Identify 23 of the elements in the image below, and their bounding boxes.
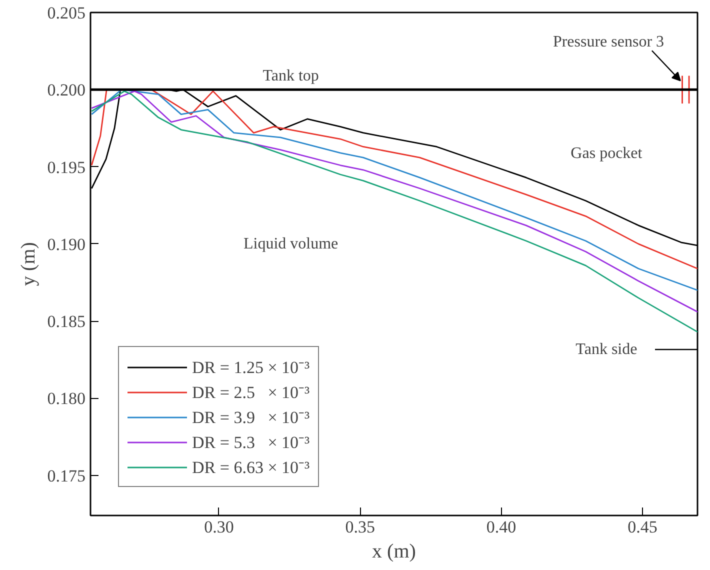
x-tick-label: 0.40 (486, 518, 516, 536)
x-tick-label: 0.35 (345, 518, 375, 536)
annotation: Liquid volume (243, 235, 338, 252)
y-tick-label: 0.205 (47, 4, 86, 22)
annotation: Gas pocket (570, 144, 643, 162)
y-tick-label: 0.180 (47, 389, 86, 408)
y-axis-title: y (m) (17, 242, 40, 286)
y-tick-label: 0.200 (47, 80, 86, 100)
y-tick-label: 0.195 (47, 158, 86, 177)
annotation: Pressure sensor 3 (552, 34, 664, 51)
x-tick-label: 0.45 (628, 518, 658, 536)
legend-label: DR = 5.3 × 10⁻³ (192, 432, 310, 453)
legend-label: DR = 6.63 × 10⁻³ (192, 457, 310, 478)
legend-label: DR = 1.25 × 10⁻³ (192, 357, 310, 378)
y-tick-label: 0.190 (47, 234, 86, 254)
ref-line-label: Tank top (262, 68, 319, 85)
x-tick-label: 0.30 (204, 518, 234, 536)
legend-label: DR = 2.5 × 10⁻³ (192, 382, 310, 403)
y-tick-label: 0.175 (47, 466, 86, 486)
annotation: Tank side (576, 341, 638, 358)
y-tick-label: 0.185 (47, 312, 86, 332)
x-axis-title: x (m) (372, 540, 416, 562)
legend-label: DR = 3.9 × 10⁻³ (192, 407, 310, 428)
